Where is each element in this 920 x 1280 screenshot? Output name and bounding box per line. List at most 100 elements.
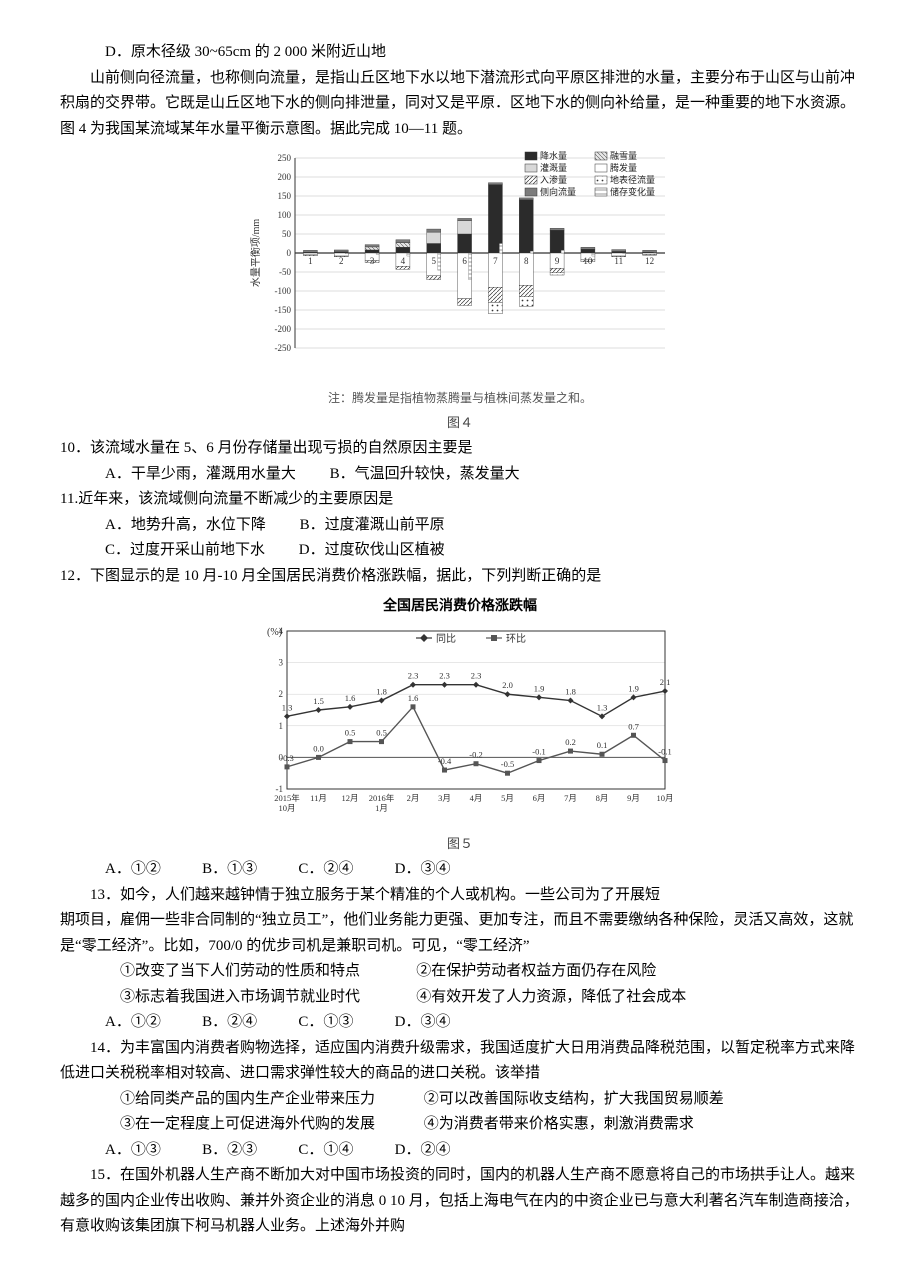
q13-options: A．①② B．②④ C．①③ D．③④ — [60, 1010, 860, 1036]
q14-item-2: ②可以改善国际收支结构，扩大我国贸易顺差 — [394, 1087, 724, 1113]
svg-text:100: 100 — [278, 210, 292, 220]
svg-text:2: 2 — [339, 256, 344, 266]
q13-opt-a[interactable]: A．①② — [105, 1010, 161, 1036]
svg-text:2.3: 2.3 — [471, 671, 482, 681]
svg-text:7: 7 — [493, 256, 498, 266]
q14-item-3: ③在一定程度上可促进海外代购的发展 — [90, 1112, 375, 1138]
svg-text:11: 11 — [614, 256, 623, 266]
svg-text:-0.1: -0.1 — [658, 747, 671, 757]
q11-stem: 11.近年来，该流域侧向流量不断减少的主要原因是 — [60, 487, 860, 513]
q12-opt-d[interactable]: D．③④ — [395, 857, 451, 883]
svg-text:1: 1 — [308, 256, 313, 266]
svg-text:地表径流量: 地表径流量 — [610, 174, 655, 185]
q12-stem: 12．下图显示的是 10 月-10 月全国居民消费价格涨跌幅，据此，下列判断正确… — [60, 564, 860, 590]
q14-opt-a[interactable]: A．①③ — [105, 1138, 161, 1164]
q14-items-line2: ③在一定程度上可促进海外代购的发展 ④为消费者带来价格实惠，刺激消费需求 — [60, 1112, 860, 1138]
svg-text:200: 200 — [278, 172, 292, 182]
svg-text:150: 150 — [278, 191, 292, 201]
svg-text:0: 0 — [287, 248, 292, 258]
svg-text:4月: 4月 — [470, 793, 483, 803]
svg-text:6: 6 — [462, 256, 467, 266]
svg-text:1.3: 1.3 — [597, 703, 608, 713]
svg-text:10: 10 — [583, 256, 593, 266]
q11-opt-c[interactable]: C．过度开采山前地下水 — [105, 538, 265, 564]
svg-text:10月: 10月 — [278, 803, 295, 813]
q13-items-line2: ③标志着我国进入市场调节就业时代 ④有效开发了人力资源，降低了社会成本 — [60, 985, 860, 1011]
q12-opt-b[interactable]: B．①③ — [202, 857, 257, 883]
q11-opt-a[interactable]: A．地势升高，水位下降 — [105, 513, 266, 539]
svg-text:融雪量: 融雪量 — [610, 151, 637, 161]
q10-opt-b[interactable]: B．气温回升较快，蒸发量大 — [330, 462, 520, 488]
prev-option-d: D．原木径级 30~65cm 的 2 000 米附近山地 — [60, 40, 860, 66]
svg-text:1.3: 1.3 — [282, 703, 293, 713]
svg-text:0.1: 0.1 — [597, 741, 608, 751]
svg-text:1月: 1月 — [375, 803, 388, 813]
svg-text:4: 4 — [401, 256, 406, 266]
svg-text:1.9: 1.9 — [534, 684, 545, 694]
q14-item-1: ①给同类产品的国内生产企业带来压力 — [90, 1087, 375, 1113]
q10-stem: 10．该流域水量在 5、6 月份存储量出现亏损的自然原因主要是 — [60, 436, 860, 462]
svg-text:-50: -50 — [279, 267, 291, 277]
svg-text:2016年: 2016年 — [369, 793, 395, 803]
svg-text:腾发量: 腾发量 — [610, 162, 637, 173]
svg-text:5: 5 — [432, 256, 437, 266]
q13-opt-b[interactable]: B．②④ — [202, 1010, 257, 1036]
svg-text:6月: 6月 — [533, 793, 546, 803]
svg-text:降水量: 降水量 — [540, 150, 567, 161]
q13-item-2: ②在保护劳动者权益方面仍存在风险 — [386, 959, 656, 985]
svg-text:11月: 11月 — [310, 793, 327, 803]
chart5-title: 全国居民消费价格涨跌幅 — [60, 595, 860, 619]
q11-opt-d[interactable]: D．过度砍伐山区植被 — [299, 538, 445, 564]
svg-text:0.5: 0.5 — [376, 728, 387, 738]
svg-text:2月: 2月 — [407, 793, 420, 803]
svg-text:-0.3: -0.3 — [280, 753, 293, 763]
svg-text:1.6: 1.6 — [408, 693, 419, 703]
svg-text:3月: 3月 — [438, 793, 451, 803]
q12-opt-c[interactable]: C．②④ — [298, 857, 353, 883]
q10-opt-a[interactable]: A．干旱少雨，灌溉用水量大 — [105, 462, 296, 488]
chart5-cpi: 全国居民消费价格涨跌幅 -101234(%)2015年10月11月12月2016… — [60, 595, 860, 855]
q14-opt-c[interactable]: C．①④ — [298, 1138, 353, 1164]
svg-text:1.8: 1.8 — [376, 687, 387, 697]
svg-text:2: 2 — [279, 689, 284, 699]
q13-opt-c[interactable]: C．①③ — [298, 1010, 353, 1036]
q11-opt-b[interactable]: B．过度灌溉山前平原 — [300, 513, 445, 539]
q13-body: 期项目，雇佣一些非合同制的“独立员工”，他们业务能力更强、更加专注，而且不需要缴… — [60, 908, 860, 959]
svg-text:0.7: 0.7 — [628, 722, 639, 732]
q15-stem: 15．在国外机器人生产商不断加大对中国市场投资的同时，国内的机器人生产商不愿意将… — [60, 1163, 860, 1240]
svg-text:3: 3 — [279, 658, 284, 668]
svg-text:0.5: 0.5 — [345, 728, 356, 738]
q14-opt-b[interactable]: B．②③ — [202, 1138, 257, 1164]
q11-options-line1: A．地势升高，水位下降 B．过度灌溉山前平原 — [60, 513, 860, 539]
svg-text:-0.5: -0.5 — [501, 759, 514, 769]
q12-opt-a[interactable]: A．①② — [105, 857, 161, 883]
q10-options-line: A．干旱少雨，灌溉用水量大 B．气温回升较快，蒸发量大 — [60, 462, 860, 488]
q13-opt-d[interactable]: D．③④ — [395, 1010, 451, 1036]
svg-text:50: 50 — [282, 229, 292, 239]
svg-text:-250: -250 — [275, 343, 292, 353]
q13-item-4: ④有效开发了人力资源，降低了社会成本 — [386, 985, 686, 1011]
svg-text:2.3: 2.3 — [408, 671, 419, 681]
svg-text:9月: 9月 — [627, 793, 640, 803]
svg-text:12: 12 — [645, 256, 654, 266]
svg-text:8: 8 — [524, 256, 529, 266]
svg-text:3: 3 — [370, 256, 375, 266]
svg-text:-0.1: -0.1 — [532, 747, 545, 757]
chart5-caption: 图５ — [60, 833, 860, 855]
svg-text:1.8: 1.8 — [565, 687, 576, 697]
svg-text:水量平衡项/mm: 水量平衡项/mm — [250, 219, 262, 288]
svg-text:2.3: 2.3 — [439, 671, 450, 681]
q14-opt-d[interactable]: D．②④ — [395, 1138, 451, 1164]
svg-text:12月: 12月 — [341, 793, 358, 803]
svg-text:-150: -150 — [275, 305, 292, 315]
q12-options: A．①② B．①③ C．②④ D．③④ — [60, 857, 860, 883]
svg-text:9: 9 — [555, 256, 560, 266]
chart4-caption: 图４ — [60, 412, 860, 434]
q13-item-1: ①改变了当下人们劳动的性质和特点 — [90, 959, 360, 985]
svg-text:7月: 7月 — [564, 793, 577, 803]
svg-text:-200: -200 — [275, 324, 292, 334]
q14-item-4: ④为消费者带来价格实惠，刺激消费需求 — [394, 1112, 694, 1138]
q13-item-3: ③标志着我国进入市场调节就业时代 — [90, 985, 360, 1011]
chart4-water-balance: -250-200-150-100-50050100150200250水量平衡项/… — [60, 148, 860, 434]
svg-text:10月: 10月 — [656, 793, 673, 803]
